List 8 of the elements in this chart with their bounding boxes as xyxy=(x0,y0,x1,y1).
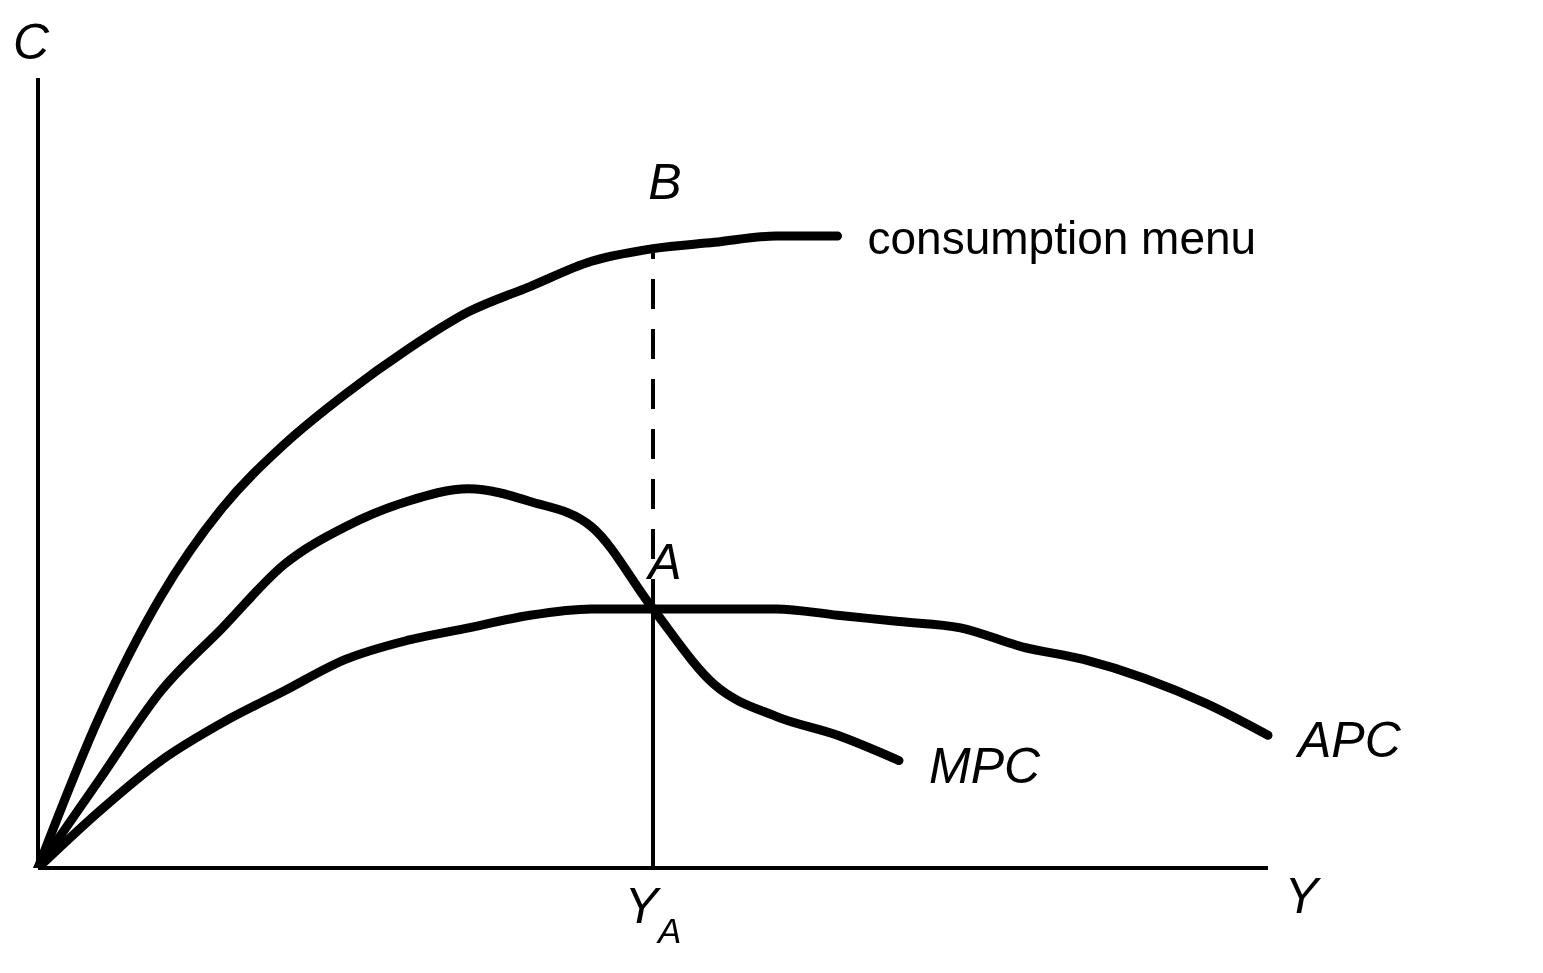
y-axis-title: C xyxy=(13,13,50,70)
x-axis-title: Y xyxy=(1284,868,1322,924)
series-label: MPC xyxy=(929,737,1041,794)
series-label: consumption menu xyxy=(867,212,1257,264)
annotation: B xyxy=(648,153,682,210)
annotation: A xyxy=(645,533,682,590)
text: Y$_{A}$ xyxy=(624,878,682,950)
series-label: APC xyxy=(1295,712,1402,769)
